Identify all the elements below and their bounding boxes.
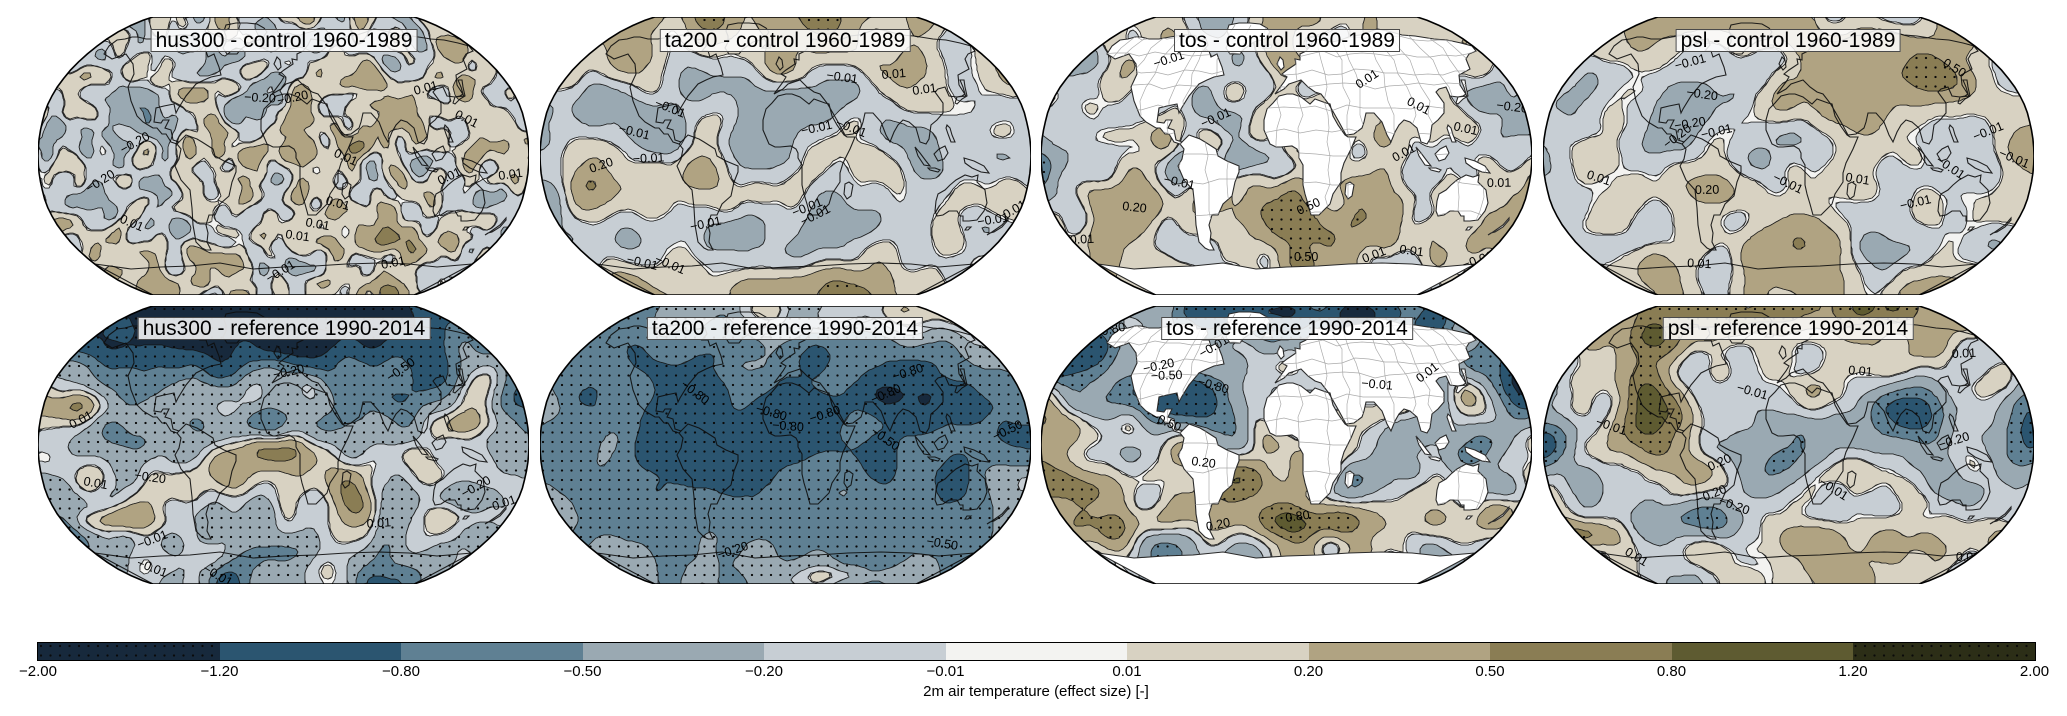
svg-text:−0.20: −0.20 [244,90,276,106]
svg-text:0.80: 0.80 [1285,508,1311,525]
svg-text:0.20: 0.20 [1205,515,1232,534]
svg-text:0.01: 0.01 [82,474,108,492]
svg-text:0.01: 0.01 [497,166,523,183]
svg-text:−0.01: −0.01 [825,68,858,86]
svg-text:0.20: 0.20 [1191,454,1217,471]
svg-text:−0.50: −0.50 [1151,368,1183,383]
svg-text:−0.01: −0.01 [625,252,659,273]
svg-text:0.20: 0.20 [1122,199,1148,215]
svg-text:0.01: 0.01 [304,215,330,233]
svg-text:0.01: 0.01 [1687,256,1712,271]
svg-text:0.01: 0.01 [1070,232,1095,247]
svg-text:−0.20: −0.20 [1142,356,1176,376]
svg-text:0.01: 0.01 [881,66,907,82]
svg-text:0.01: 0.01 [1848,363,1874,379]
svg-text:0.01: 0.01 [380,254,407,272]
svg-text:−0.01: −0.01 [1899,192,1933,213]
svg-text:−0.80: −0.80 [771,418,804,434]
svg-text:−0.20: −0.20 [276,88,310,108]
svg-text:−0.01: −0.01 [632,150,664,166]
svg-text:0.20: 0.20 [1695,183,1720,197]
svg-text:−0.20: −0.20 [134,468,167,486]
svg-text:−0.01: −0.01 [976,210,1009,229]
svg-text:0.01: 0.01 [412,78,439,98]
svg-text:−0.01: −0.01 [1700,121,1734,142]
svg-text:0.01: 0.01 [1845,170,1871,188]
svg-text:−0.20: −0.20 [1673,114,1706,133]
svg-text:0.50: 0.50 [1294,250,1318,264]
svg-text:0.01: 0.01 [1487,176,1512,190]
svg-text:0.01: 0.01 [1453,119,1480,138]
svg-text:−0.01: −0.01 [799,118,833,138]
svg-text:−0.01: −0.01 [1361,376,1394,393]
svg-text:0.01: 0.01 [1399,242,1425,259]
svg-text:0.01: 0.01 [1956,550,1981,564]
svg-text:0.01: 0.01 [911,81,937,98]
svg-text:0.01: 0.01 [366,515,391,531]
svg-text:−0.20: −0.20 [1686,85,1719,103]
svg-text:−0.01: −0.01 [1163,172,1197,192]
svg-text:−0.01: −0.01 [688,214,722,234]
svg-text:−0.20: −0.20 [272,362,306,382]
svg-text:−0.50: −0.50 [925,534,958,553]
svg-text:0.01: 0.01 [324,193,351,213]
svg-text:0.01: 0.01 [1951,346,1976,361]
svg-text:0.01: 0.01 [285,227,311,244]
